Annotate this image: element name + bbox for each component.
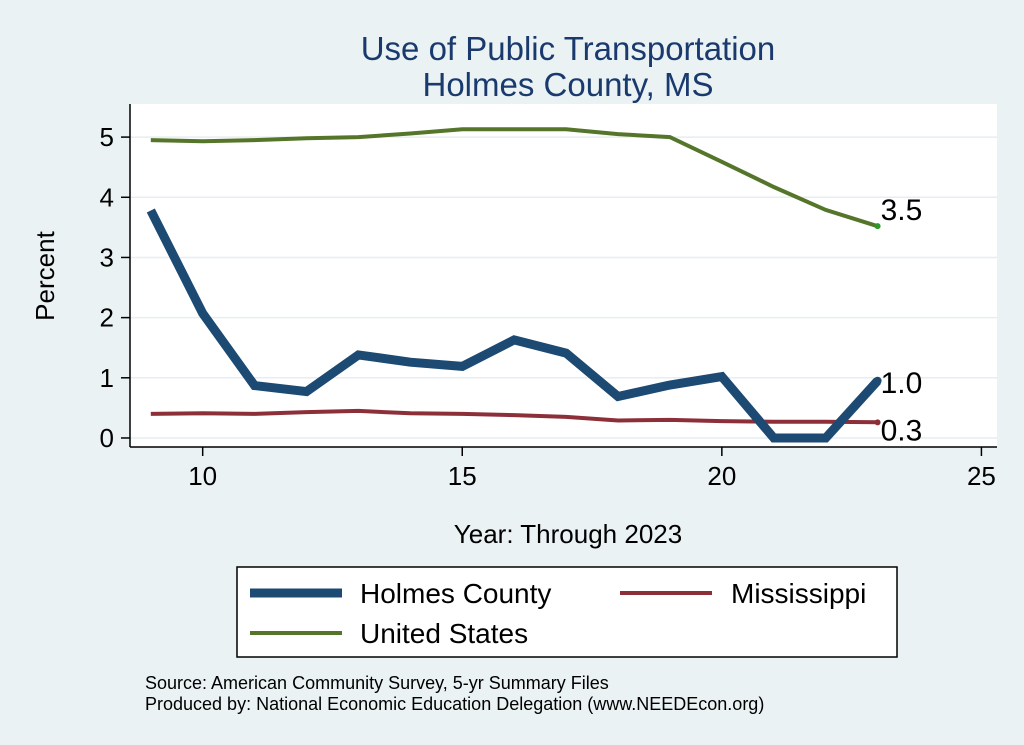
- series-layer: [146, 127, 882, 443]
- chart-title-line-1: Use of Public Transportation: [361, 30, 776, 67]
- chart-title-line-2: Holmes County, MS: [423, 66, 714, 103]
- y-tick-label: 3: [100, 242, 114, 272]
- source-note: Source: American Community Survey, 5-yr …: [145, 673, 609, 693]
- x-tick-label: 25: [967, 461, 996, 491]
- x-tick-label: 20: [707, 461, 736, 491]
- produced-note: Produced by: National Economic Education…: [145, 694, 764, 714]
- series-line-holmes-county: [146, 208, 881, 443]
- end-label-holmes-county: 1.0: [881, 367, 923, 400]
- end-point-holmes-county: [873, 376, 882, 385]
- end-label-mississippi: 0.3: [881, 414, 923, 447]
- x-tick-label: 15: [448, 461, 477, 491]
- y-tick-label: 1: [100, 363, 114, 393]
- end-label-united-states: 3.5: [881, 194, 923, 227]
- legend-label-united-states: United States: [360, 618, 528, 649]
- end-labels: 3.5 0.3 1.0: [881, 194, 923, 447]
- y-tick-label: 0: [100, 423, 114, 453]
- y-tick-label: 4: [100, 182, 114, 212]
- end-point-united-states: [874, 223, 881, 230]
- x-axis-label: Year: Through 2023: [454, 519, 682, 549]
- legend: Holmes County Mississippi United States: [236, 566, 898, 658]
- y-tick-label: 2: [100, 303, 114, 333]
- axes: 0 1 2 3 4 5 10 15 20 25: [100, 104, 997, 491]
- x-tick-label: 10: [188, 461, 217, 491]
- y-axis-label: Percent: [30, 230, 60, 320]
- y-tick-label: 5: [100, 122, 114, 152]
- grid: [130, 136, 997, 439]
- legend-box: [236, 566, 898, 658]
- series-line-united-states: [150, 127, 879, 229]
- end-point-mississippi: [874, 419, 881, 426]
- legend-label-mississippi: Mississippi: [731, 578, 866, 609]
- legend-label-holmes-county: Holmes County: [360, 578, 551, 609]
